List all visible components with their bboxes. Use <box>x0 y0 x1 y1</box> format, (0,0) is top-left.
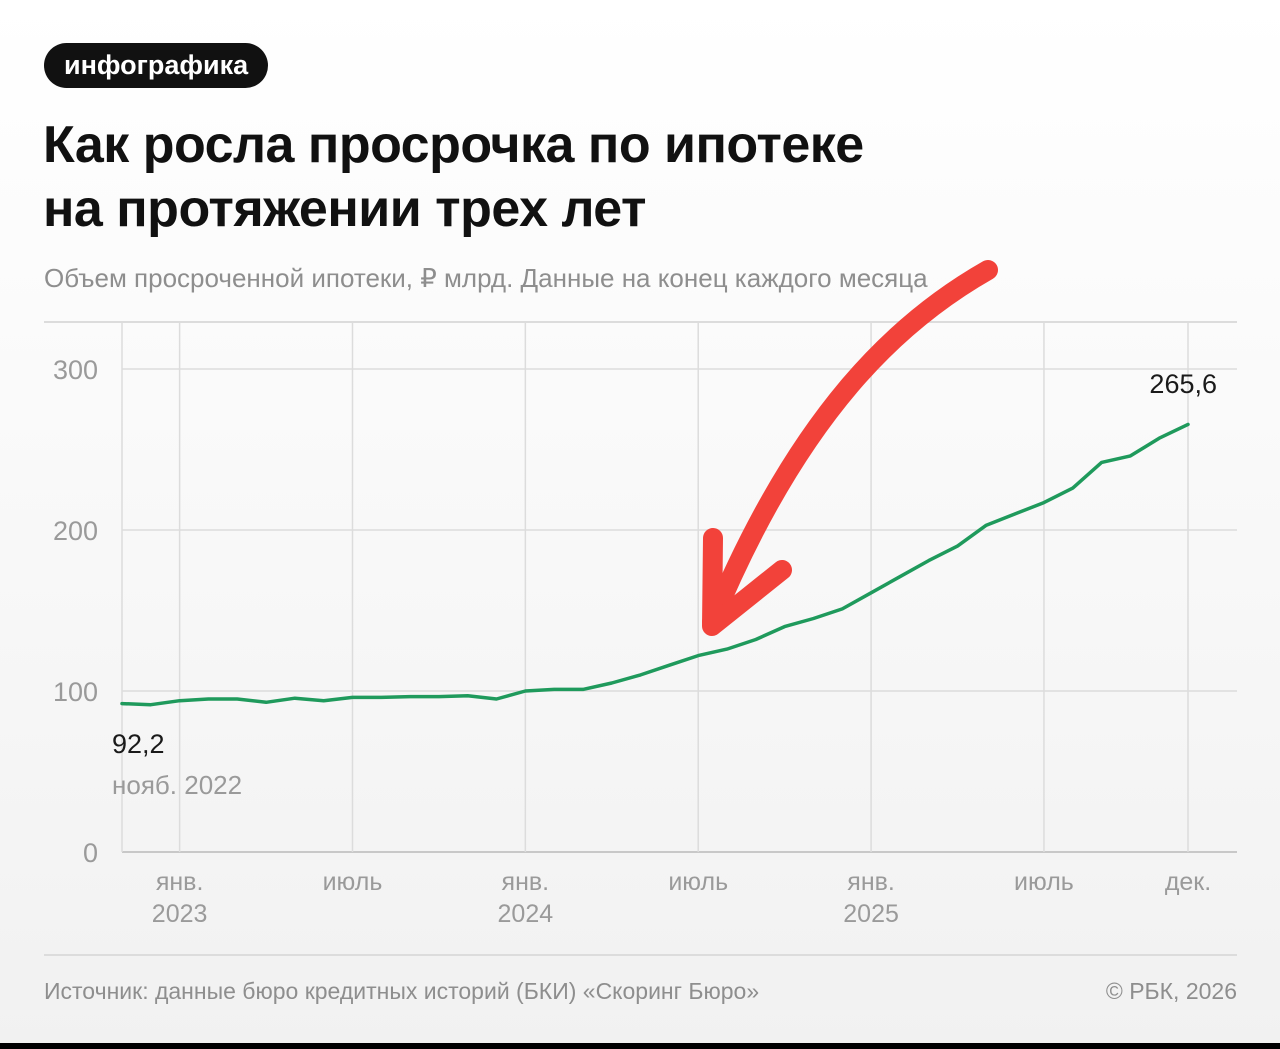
first-value-label: 92,2 <box>112 729 165 759</box>
x-tick-label-6: дек. <box>1165 868 1211 896</box>
data-labels: 92,2 нояб. 2022 265,6 <box>112 369 1217 800</box>
series-line <box>120 422 1190 707</box>
chart-title: Как росла просрочка по ипотеке на протяж… <box>43 113 1193 241</box>
y-tick-label-300: 300 <box>53 355 98 385</box>
red-arrow-icon <box>702 260 998 636</box>
infographic-tag: инфографика <box>44 43 269 88</box>
chart-title-line-2: на протяжении трех лет <box>43 180 647 238</box>
x-tick-label-4: янв. <box>847 868 895 896</box>
x-tick-year-2: 2024 <box>498 900 554 928</box>
x-tick-year-0: 2023 <box>152 900 208 928</box>
series <box>120 422 1190 707</box>
copyright: © РБК, 2026 <box>1105 978 1237 1004</box>
x-tick-year-4: 2025 <box>843 900 899 928</box>
source-note: Источник: данные бюро кредитных историй … <box>44 978 760 1004</box>
arrow-head <box>702 528 792 636</box>
grid <box>44 321 1237 956</box>
y-tick-label-0: 0 <box>83 838 98 868</box>
bottom-edge <box>0 1043 1280 1049</box>
first-date-label: нояб. 2022 <box>112 770 242 800</box>
chart-subtitle: Объем просроченной ипотеки, ₽ млрд. Данн… <box>44 263 928 293</box>
axis-ticks: 0 100 200 300 янв. 2023 июль янв. 2024 июль янв. 20… <box>53 355 1211 928</box>
y-tick-label-200: 200 <box>53 516 98 546</box>
x-tick-label-1: июль <box>323 868 383 896</box>
x-tick-label-0: янв. <box>156 868 204 896</box>
chart-title-line-1: Как росла просрочка по ипотеке <box>43 116 864 174</box>
arrow-shaft <box>702 260 998 632</box>
y-tick-label-100: 100 <box>53 677 98 707</box>
x-tick-label-3: июль <box>668 868 728 896</box>
x-tick-label-5: июль <box>1014 868 1074 896</box>
x-tick-label-2: янв. <box>502 868 550 896</box>
last-value-label: 265,6 <box>1149 369 1217 399</box>
